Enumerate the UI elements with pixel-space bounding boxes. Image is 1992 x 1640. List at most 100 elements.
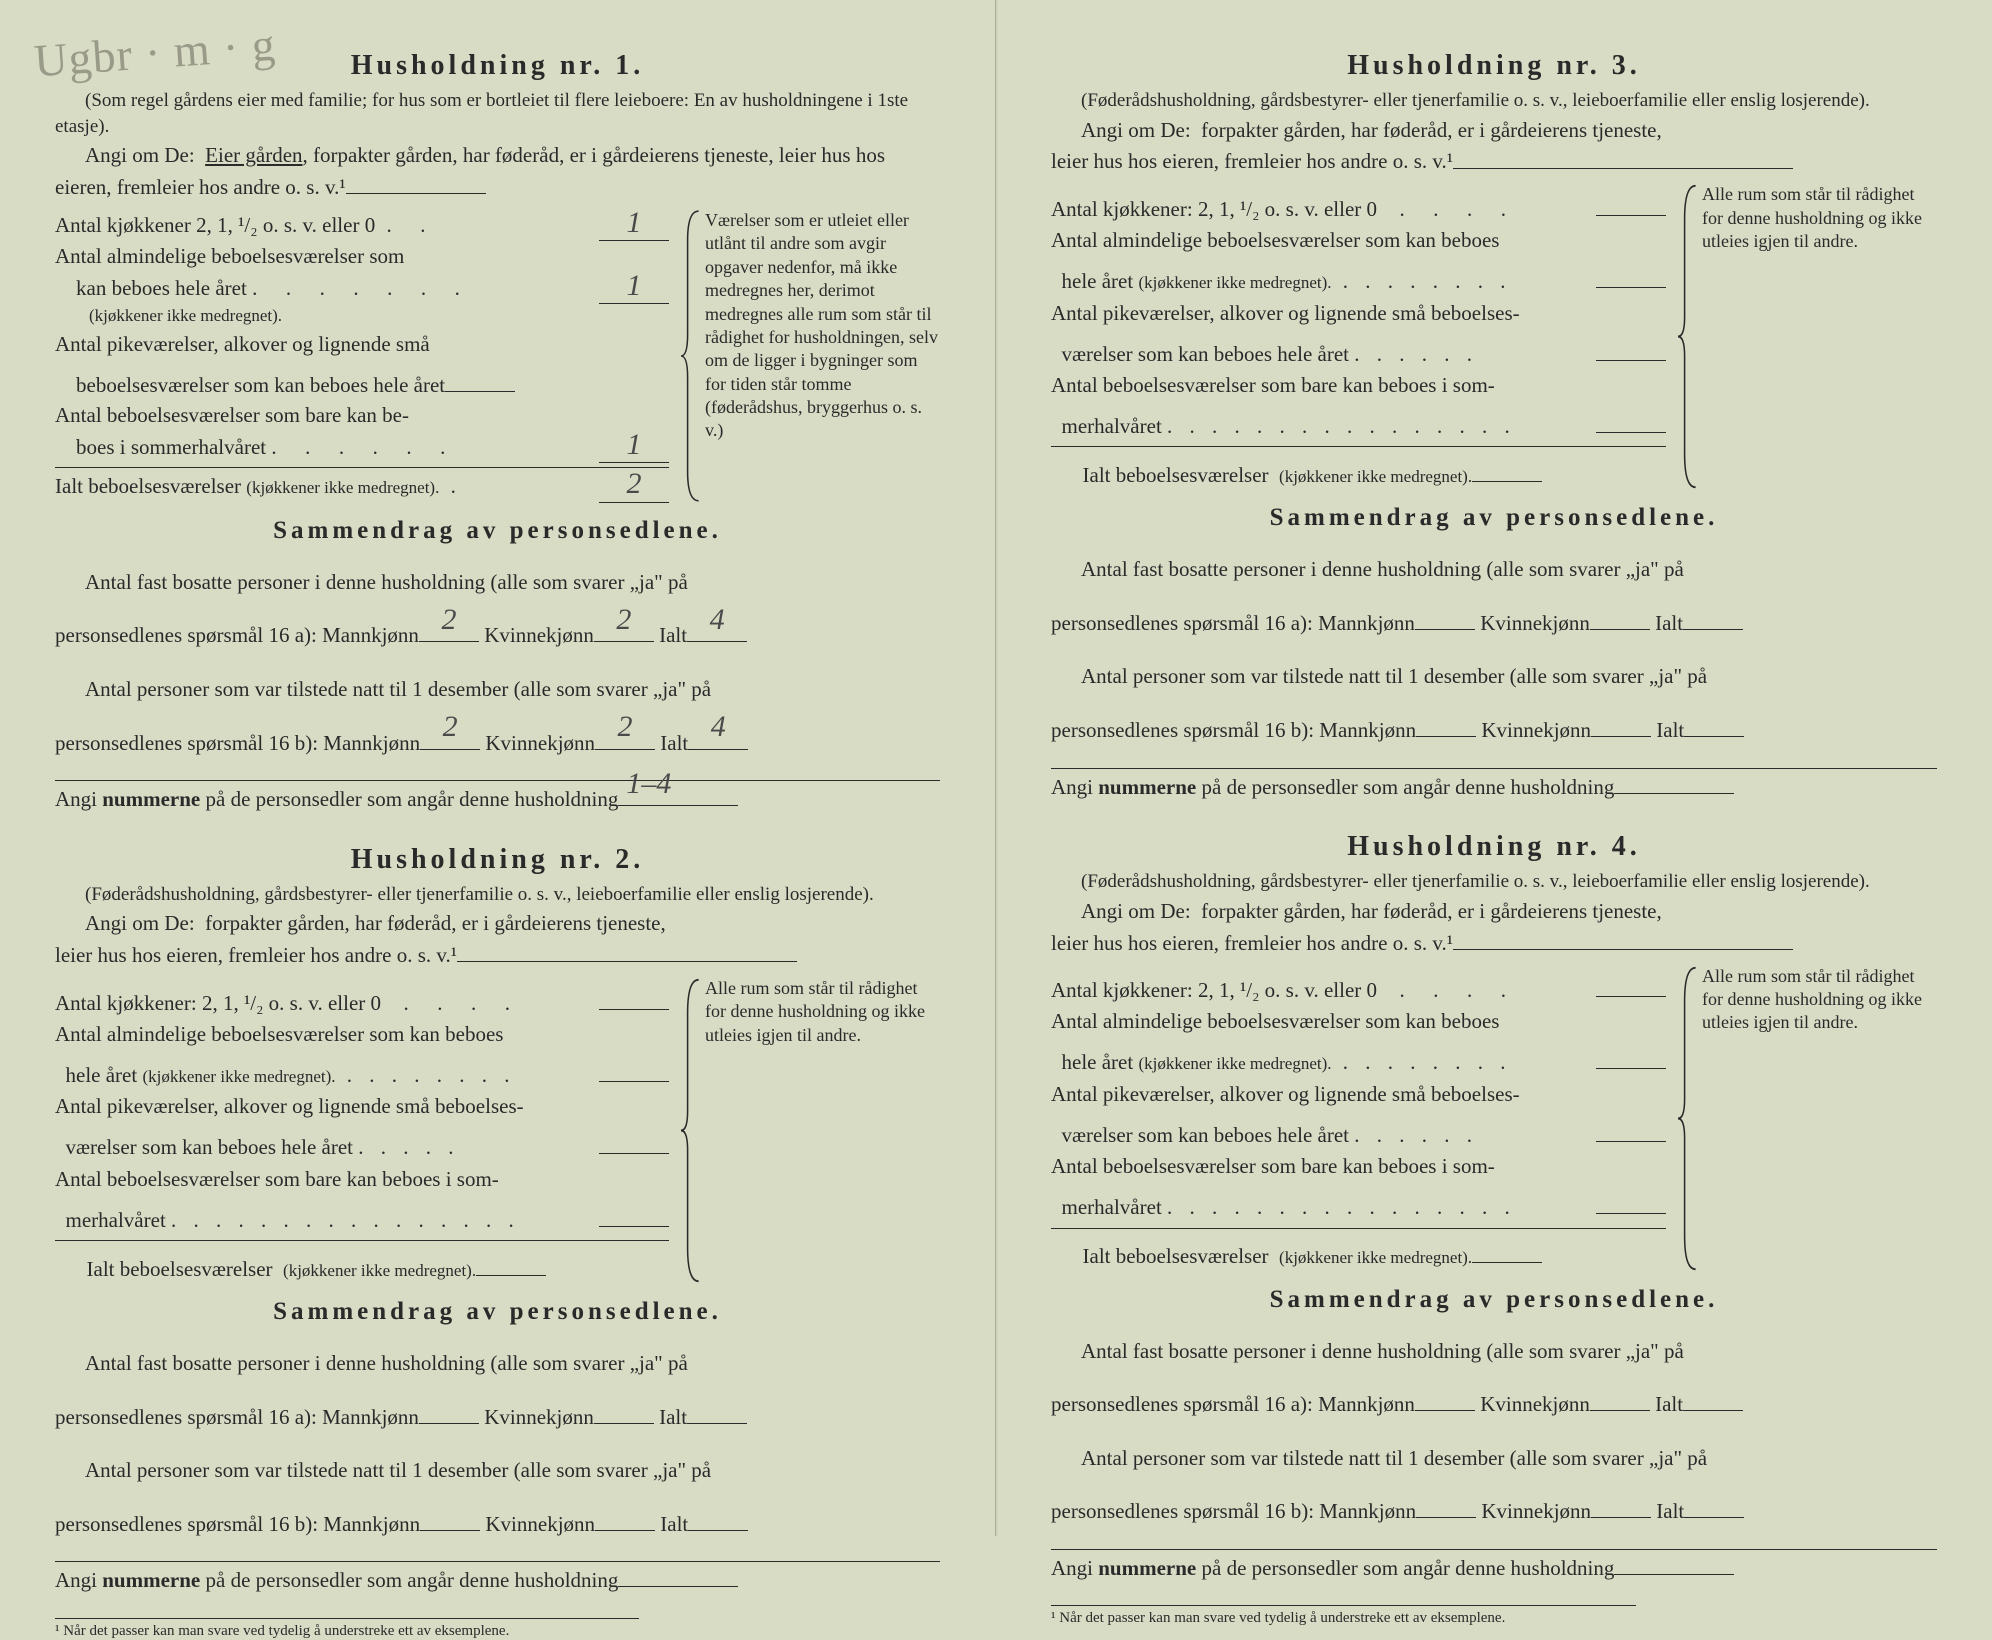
summary-16b: Antal personer som var tilstede natt til… (1051, 660, 1937, 693)
household-title: Husholdning nr. 2. (55, 844, 940, 876)
ans-ialt[interactable] (1472, 1231, 1542, 1264)
val-16b-k[interactable] (595, 1508, 655, 1531)
summary-16b: Antal personer som var tilstede natt til… (1051, 1442, 1937, 1475)
household-subnote: (Føderådshusholdning, gårdsbestyrer- ell… (1051, 88, 1937, 114)
val-16b-i[interactable] (688, 1508, 748, 1531)
val-16a-k[interactable] (594, 1401, 654, 1424)
q-ialt: Ialt beboelsesværelser (55, 471, 246, 501)
val-16a-m[interactable] (1415, 607, 1475, 630)
val-16b-k[interactable] (1591, 714, 1651, 737)
val-16b-m[interactable] (420, 1508, 480, 1531)
val-numrene[interactable] (1614, 771, 1734, 794)
household-1: Husholdning nr. 1. (Som regel gårdens ei… (55, 50, 940, 816)
q-pike: Antal pikeværelser, alkover og lignende … (55, 329, 430, 359)
summary-heading: Sammendrag av personsedlene. (1051, 504, 1937, 532)
ans-alm[interactable] (1596, 256, 1666, 289)
page-fold (996, 0, 998, 1536)
ans-alm[interactable]: 1 (599, 272, 669, 305)
angi-om-de: Angi om De: Eier gården, forpakter gårde… (55, 141, 940, 203)
ans-pike[interactable] (445, 359, 515, 392)
summary-16a: Antal fast bosatte personer i denne hush… (1051, 553, 1937, 586)
val-16b-m[interactable]: 2 (420, 727, 480, 750)
angi-om-de: Angi om De: forpakter gården, har føderå… (1051, 897, 1937, 927)
ans-alm[interactable] (599, 1049, 669, 1082)
page-right: Husholdning nr. 3. (Føderådshusholdning,… (996, 0, 1992, 1536)
ans-kjokken[interactable] (1596, 183, 1666, 216)
underlined-choice: Eier gården (205, 143, 302, 167)
val-numrene[interactable] (1614, 1552, 1734, 1575)
val-16b-k[interactable]: 2 (595, 727, 655, 750)
val-16b-k[interactable] (1591, 1495, 1651, 1518)
ans-ialt[interactable] (1472, 449, 1542, 482)
household-3: Husholdning nr. 3. (Føderådshusholdning,… (1051, 50, 1937, 803)
household-title: Husholdning nr. 1. (55, 50, 940, 82)
q-sommer: Antal beboelsesværelser som bare kan beb… (1051, 1151, 1495, 1181)
rooms-block: Antal kjøkkener: 2, 1, ¹/₂ o. s. v. elle… (55, 977, 940, 1284)
footnote: ¹ Når det passer kan man svare ved tydel… (1051, 1605, 1636, 1627)
val-16a-i[interactable]: 4 (687, 619, 747, 642)
household-4: Husholdning nr. 4. (Føderådshusholdning,… (1051, 831, 1937, 1627)
ans-sommer[interactable] (1596, 400, 1666, 433)
page-left: Husholdning nr. 1. (Som regel gårdens ei… (0, 0, 996, 1536)
summary-16a: Antal fast bosatte personer i denne hush… (1051, 1335, 1937, 1368)
q-alm-sub: (kjøkkener ikke medregnet). (55, 304, 282, 329)
val-16a-k[interactable] (1590, 607, 1650, 630)
summary-heading: Sammendrag av personsedlene. (55, 1298, 940, 1326)
val-16a-m[interactable] (419, 1401, 479, 1424)
val-16b-m[interactable] (1416, 1495, 1476, 1518)
val-16a-m[interactable] (1415, 1388, 1475, 1411)
label-kvinne: Kvinnekjønn (484, 623, 594, 647)
q-kjokken: Antal kjøkkener: 2, 1, ¹/₂ o. s. v. elle… (1051, 975, 1377, 1005)
ans-pike[interactable] (1596, 1109, 1666, 1142)
summary-16a: Antal fast bosatte personer i denne hush… (55, 566, 940, 599)
ans-pike[interactable] (599, 1122, 669, 1155)
q-pike: Antal pikeværelser, alkover og lignende … (1051, 298, 1520, 328)
q-pike: Antal pikeværelser, alkover og lignende … (1051, 1079, 1520, 1109)
val-16b-i[interactable] (1684, 714, 1744, 737)
summary-16b: Antal personer som var tilstede natt til… (55, 673, 940, 706)
q-sommer: Antal beboelsesværelser som bare kan be- (55, 400, 409, 430)
q-alm: Antal almindelige beboelsesværelser som … (1051, 1006, 1499, 1036)
val-numrene[interactable]: 1–4 (618, 783, 738, 806)
angi-om-de: Angi om De: forpakter gården, har føderå… (1051, 116, 1937, 146)
val-16a-i[interactable] (687, 1401, 747, 1424)
val-16a-i[interactable] (1683, 1388, 1743, 1411)
side-note: Alle rum som står til rådighet for denne… (1684, 965, 1937, 1272)
val-16a-k[interactable]: 2 (594, 619, 654, 642)
val-16a-i[interactable] (1683, 607, 1743, 630)
summary-heading: Sammendrag av personsedlene. (55, 517, 940, 545)
angi-om-de: Angi om De: forpakter gården, har føderå… (55, 909, 940, 939)
q-pike: Antal pikeværelser, alkover og lignende … (55, 1091, 524, 1121)
ans-kjokken[interactable]: 1 (599, 209, 669, 242)
q-alm: Antal almindelige beboelsesværelser som (55, 241, 404, 271)
q-kjokken: Antal kjøkkener: 2, 1, ¹/₂ o. s. v. elle… (55, 988, 381, 1018)
q-alm: Antal almindelige beboelsesværelser som … (1051, 225, 1499, 255)
summary-heading: Sammendrag av personsedlene. (1051, 1286, 1937, 1314)
val-16a-m[interactable]: 2 (419, 619, 479, 642)
q-alm: Antal almindelige beboelsesværelser som … (55, 1019, 503, 1049)
val-16a-k[interactable] (1590, 1388, 1650, 1411)
side-note: Alle rum som står til rådighet for denne… (687, 977, 940, 1284)
ans-sommer[interactable] (1596, 1182, 1666, 1215)
val-numrene[interactable] (618, 1564, 738, 1587)
label-mann: Mannkjønn (322, 623, 419, 647)
q-sommer: Antal beboelsesværelser som bare kan beb… (1051, 370, 1495, 400)
footnote: ¹ Når det passer kan man svare ved tydel… (55, 1618, 639, 1640)
val-16b-m[interactable] (1416, 714, 1476, 737)
ans-alm[interactable] (1596, 1037, 1666, 1070)
ans-ialt[interactable] (476, 1243, 546, 1276)
val-16b-i[interactable] (1684, 1495, 1744, 1518)
ans-pike[interactable] (1596, 328, 1666, 361)
household-title: Husholdning nr. 3. (1051, 50, 1937, 82)
ans-sommer[interactable] (599, 1194, 669, 1227)
ans-sommer[interactable]: 1 (599, 431, 669, 464)
val-16b-i[interactable]: 4 (688, 727, 748, 750)
household-subnote: (Som regel gårdens eier med familie; for… (55, 88, 940, 139)
label-ialt: Ialt (659, 623, 687, 647)
document-spread: Ugbr · m · g Husholdning nr. 1. (Som reg… (0, 0, 1992, 1536)
household-subnote: (Føderådshusholdning, gårdsbestyrer- ell… (1051, 869, 1937, 895)
ans-ialt[interactable]: 2 (599, 470, 669, 503)
ans-kjokken[interactable] (1596, 965, 1666, 998)
rooms-block: Antal kjøkkener: 2, 1, ¹/₂ o. s. v. elle… (1051, 965, 1937, 1272)
ans-kjokken[interactable] (599, 977, 669, 1010)
